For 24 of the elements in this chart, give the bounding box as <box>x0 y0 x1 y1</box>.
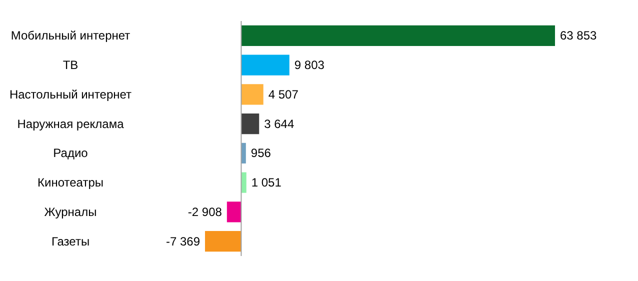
data-label: 956 <box>250 146 272 160</box>
data-label: 63 853 <box>560 28 598 43</box>
data-label: -2 908 <box>188 204 222 219</box>
y-tick-label: Радио <box>53 146 88 160</box>
data-label: 4 507 <box>268 87 299 102</box>
y-tick-label: ТВ <box>62 58 78 72</box>
bar <box>241 25 555 46</box>
bar <box>205 231 242 252</box>
bar <box>241 114 260 134</box>
y-tick-label: Мобильный интернет <box>10 28 131 43</box>
data-label: -7 369 <box>166 234 200 248</box>
bar <box>241 84 264 105</box>
y-tick-label: Кинотеатры <box>38 176 104 190</box>
data-label: 3 644 <box>264 116 294 131</box>
data-label: 9 803 <box>294 58 325 72</box>
bar <box>241 172 246 193</box>
data-label: 1 051 <box>251 176 282 190</box>
y-tick-label: Настольный интернет <box>9 87 132 102</box>
bar <box>226 202 242 222</box>
y-tick-label: Газеты <box>51 234 90 248</box>
y-tick-label: Журналы <box>44 204 97 219</box>
bar <box>241 54 290 76</box>
bar <box>241 142 246 164</box>
y-tick-label: Наружная реклама <box>17 116 124 131</box>
